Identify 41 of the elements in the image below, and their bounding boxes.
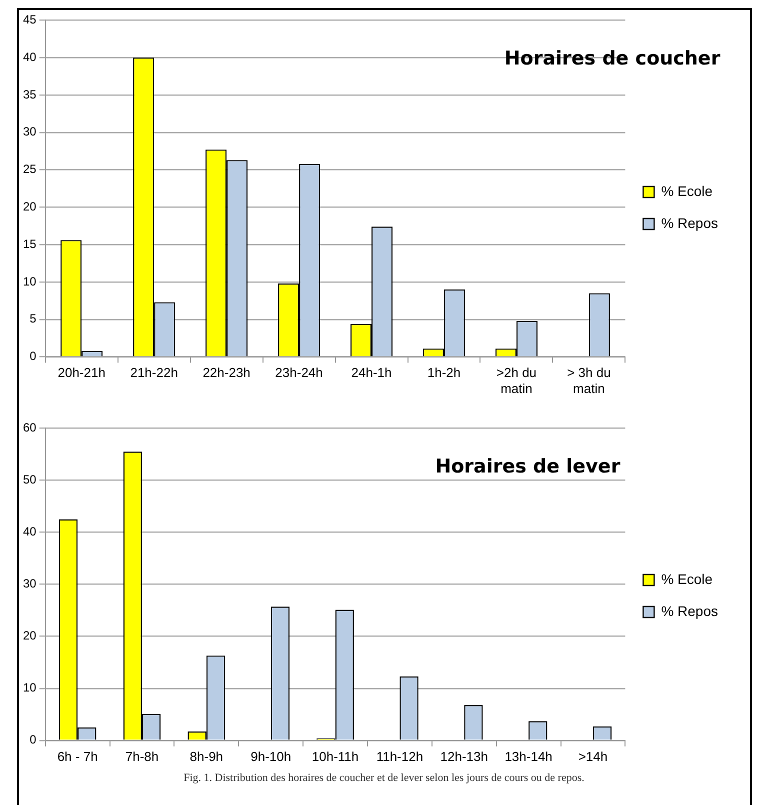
legend-label: % Repos	[661, 214, 718, 231]
caption: Fig. 1. Distribution des horaires de coucher et de lever selon les jours de cours ou de repos.	[182, 772, 586, 784]
x-tick-label: 12h-13h	[440, 748, 488, 764]
y-tick-label: 35	[22, 87, 37, 102]
x-tick-label: 23h-24h	[275, 365, 323, 380]
y-tick-label: 10	[22, 274, 37, 288]
x-tick-label: 1h-2h	[427, 365, 461, 380]
x-tick-label: > 3h du matin	[567, 365, 611, 396]
y-tick-label: 0	[30, 732, 37, 747]
text: Horaires de coucher	[504, 48, 721, 70]
x-tick-label: 9h-10h	[250, 748, 292, 764]
y-tick-label: 25	[22, 162, 37, 176]
x-tick-label: 20h-21h	[58, 365, 106, 380]
x-tick-label: 7h-8h	[125, 748, 159, 764]
y-tick-label: 30	[22, 124, 37, 139]
x-tick-label: 8h-9h	[190, 748, 224, 764]
legend-label: % Ecole	[661, 182, 713, 199]
y-tick-label: 30	[22, 576, 37, 591]
y-tick-label: 50	[22, 472, 37, 487]
legend-label: % Repos	[661, 602, 718, 619]
x-tick-label: 10h-11h	[312, 748, 359, 764]
y-tick-label: 40	[22, 50, 37, 64]
x-tick-label: 11h-12h	[376, 748, 424, 764]
y-tick-label: 20	[22, 200, 37, 214]
y-tick-label: 10	[22, 680, 37, 695]
x-tick-label: >2h du matin	[496, 365, 537, 396]
legend-label: % Ecole	[661, 570, 713, 587]
y-tick-label: 40	[22, 524, 37, 539]
x-tick-label: 21h-22h	[130, 365, 178, 380]
y-tick-label: 60	[22, 420, 37, 435]
y-tick-label: 0	[30, 349, 37, 364]
x-tick-label: 6h - 7h	[57, 748, 98, 764]
x-tick-label: >14h	[578, 748, 608, 764]
text: Horaires de lever	[435, 456, 621, 478]
x-tick-label: 24h-1h	[351, 365, 392, 380]
y-tick-label: 15	[22, 236, 37, 251]
y-tick-label: 5	[30, 312, 37, 326]
y-tick-label: 20	[22, 628, 37, 643]
x-tick-label: 13h-14h	[504, 748, 552, 764]
x-tick-label: 22h-23h	[202, 365, 250, 380]
y-tick-label: 45	[22, 12, 37, 27]
